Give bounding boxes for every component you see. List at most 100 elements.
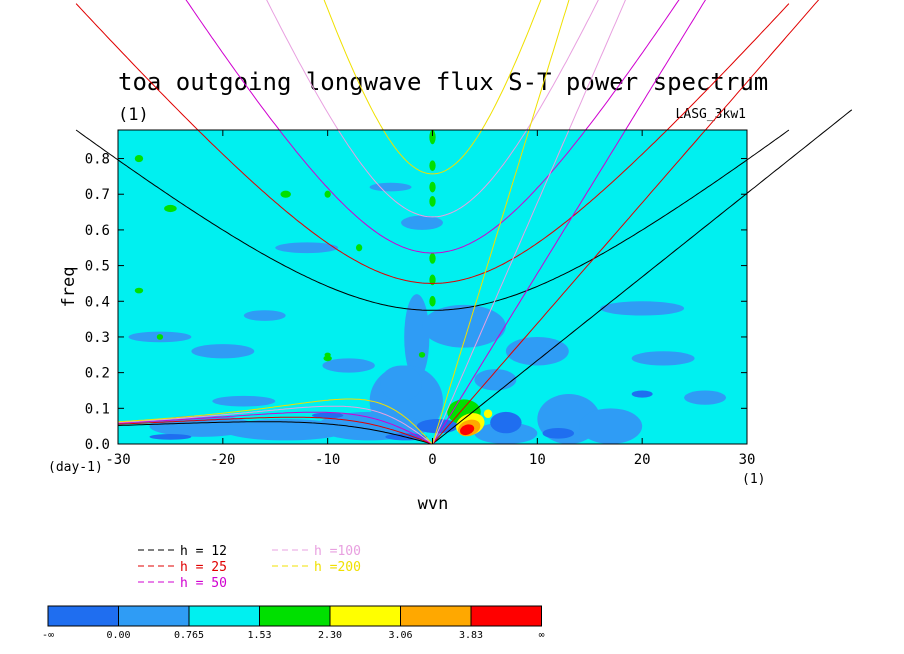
low-power-patch (149, 415, 255, 437)
mid-power-patch (280, 190, 291, 198)
y-tick-label: 0.5 (85, 259, 110, 275)
low-power-patch (404, 294, 430, 380)
colorbar-bin (118, 605, 190, 627)
mid-power-patch (324, 352, 331, 357)
low-power-patch (579, 408, 643, 444)
mid-power-patch (429, 181, 436, 193)
colorbar-label: 3.06 (388, 630, 412, 641)
low-power-patch (401, 215, 443, 230)
gravity-curve (185, 0, 680, 254)
axis-ticks: -30 -20 -10 0 10 20 30 0.0 0.1 0.2 0.3 0.4 0.5 0.6 0.7… (85, 130, 756, 468)
low-power-patch (222, 419, 349, 441)
low-power-patch (600, 301, 685, 316)
rossby-curve (117, 398, 433, 445)
x-tick-label: 20 (634, 452, 651, 468)
mid-power-patch (323, 355, 332, 362)
rossby-curve (117, 411, 433, 445)
colorbar-bin (329, 605, 401, 627)
colorbar-label: ∞ (538, 630, 544, 641)
colorbar-label: 1.53 (247, 630, 271, 641)
legend-label: h = 50 (180, 576, 227, 591)
legend-label: h = 25 (180, 560, 227, 575)
x-tick-label: 30 (739, 452, 756, 468)
low-power-patch (505, 336, 569, 366)
mid-power-patch (355, 244, 363, 252)
dispersion-curves (75, 0, 853, 445)
spectrum-patches (128, 130, 727, 444)
lowest-power-patch (311, 412, 344, 419)
y-tick-label: 0.1 (85, 401, 110, 417)
x-tick-label: -10 (315, 452, 340, 468)
mid-power-patch (164, 204, 177, 213)
colorbar-label: -∞ (42, 630, 54, 641)
lowest-power-patch (631, 390, 653, 398)
gravity-curve (75, 129, 790, 311)
colorbar-bin (47, 605, 119, 627)
low-power-patch (369, 182, 412, 192)
gravity-curve (75, 3, 790, 284)
colorbar-bin (188, 605, 260, 627)
y-axis-label: freq (59, 267, 79, 308)
rossby-curve (117, 416, 433, 445)
low-power-patch (422, 304, 506, 348)
legend-label: h =100 (314, 544, 361, 559)
low-power-patch (631, 351, 695, 366)
kelvin-curve (432, 109, 853, 445)
colorbar-bin (400, 605, 472, 627)
gravity-curve (266, 0, 599, 218)
kelvin-curve (432, 0, 570, 445)
dataset-label: LASG_3kw1 (676, 107, 746, 122)
lowest-power-patch (542, 427, 575, 439)
mid-power-patch (429, 274, 436, 286)
y-tick-label: 0.2 (85, 366, 110, 382)
kelvin-curve (432, 0, 706, 445)
gravity-curve (323, 0, 542, 175)
mid-power-patch (324, 190, 331, 198)
colorbar-bin (470, 605, 542, 627)
peak-power-patch (459, 424, 475, 436)
x-axis-label: wvn (418, 494, 449, 514)
low-power-patch (322, 358, 375, 373)
x-tick-label: -20 (210, 452, 235, 468)
colorbar-label: 3.83 (459, 630, 483, 641)
mid-power-patch (429, 160, 436, 172)
legend-label: h = 12 (180, 544, 227, 559)
mid-power-patch (429, 130, 436, 145)
y-tick-label: 0.0 (85, 437, 110, 453)
mid-power-patch (429, 253, 436, 264)
colorbar: -∞ 0.00 0.765 1.53 2.30 3.06 3.83 ∞ (42, 605, 545, 641)
kelvin-curve (432, 0, 820, 445)
colorbar-label: 0.00 (106, 630, 130, 641)
legend-label: h =200 (314, 560, 361, 575)
chart-title: toa outgoing longwave flux S-T power spe… (118, 68, 768, 96)
y-tick-label: 0.3 (85, 330, 110, 346)
lowest-power-patch (149, 434, 192, 440)
y-units-label: (day-1) (48, 460, 103, 475)
lowest-power-patch (490, 411, 522, 434)
rossby-curve (117, 405, 433, 445)
mid-power-patch (156, 334, 164, 340)
mid-power-patch (429, 295, 436, 307)
colorbar-label: 2.30 (318, 630, 342, 641)
y-tick-label: 0.4 (85, 294, 110, 310)
low-power-patch (243, 310, 286, 321)
low-power-patch (380, 365, 423, 402)
kelvin-curve (432, 0, 626, 445)
x-tick-label: 0 (428, 452, 436, 468)
y-tick-label: 0.7 (85, 187, 110, 203)
colorbar-bin (259, 605, 331, 627)
x-units-label: (1) (742, 472, 765, 487)
low-power-patch (191, 344, 255, 359)
colorbar-label: 0.765 (174, 630, 204, 641)
mid-power-patch (134, 287, 144, 294)
x-tick-label: 10 (529, 452, 546, 468)
mid-power-patch (429, 196, 436, 207)
y-tick-label: 0.6 (85, 223, 110, 239)
high-power-patch (483, 409, 493, 418)
mid-power-patch (134, 154, 144, 163)
low-power-patch (212, 395, 276, 407)
x-tick-label: -30 (105, 452, 130, 468)
low-power-patch (275, 242, 339, 254)
